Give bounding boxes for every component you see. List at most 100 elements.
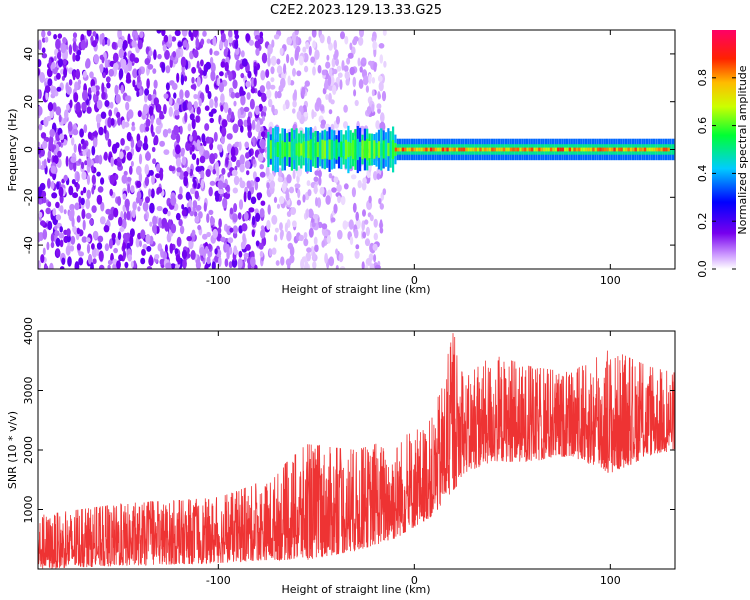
spectrogram-cell [100, 177, 105, 185]
spectrogram-cell [68, 44, 73, 55]
spectrogram-cell [147, 94, 153, 101]
spectrogram-band-inner [382, 140, 385, 159]
spectrogram-cell [44, 265, 49, 269]
spectrogram-core [615, 147, 618, 152]
spectrogram-cell [232, 123, 239, 134]
spectrogram-cell [368, 195, 372, 204]
spectrogram-cell [50, 241, 55, 249]
spectrogram-cell [144, 176, 150, 187]
spectrogram-cell [351, 187, 356, 198]
spectrogram-cell [137, 74, 141, 83]
spectrogram-cell [289, 254, 295, 264]
spectrogram-cell [376, 103, 382, 110]
spectrogram-cell [247, 130, 252, 139]
spectrogram-cell [260, 110, 267, 118]
spectrogram-cell [336, 184, 342, 193]
spectrogram-cell [206, 231, 212, 238]
spectrogram-cell [375, 120, 380, 130]
spectrogram-band-inner [377, 141, 381, 158]
spectrogram-cell [38, 198, 43, 205]
spectrogram-cell [72, 192, 79, 199]
spectrogram-cell [162, 207, 168, 215]
spectrogram-core [470, 147, 473, 152]
spectrogram-cell [143, 213, 147, 221]
spectrogram-cell [217, 227, 222, 235]
spectrogram-cell [57, 150, 62, 158]
spectrogram-cell [301, 86, 306, 96]
spectrogram-cell [313, 236, 318, 246]
spectrogram-core [620, 147, 623, 152]
spectrogram-core [458, 147, 461, 152]
spectrogram-cell [161, 30, 166, 37]
spectrogram-cell [220, 93, 225, 104]
spectrogram-cell [92, 258, 97, 265]
spectrogram-cell [343, 65, 349, 73]
spectrogram-cell [160, 248, 164, 258]
snr-panel: -100 0 100 1000 2000 3000 4000 Height of strai… [6, 317, 676, 596]
spectrogram-cell [86, 30, 92, 37]
spectrogram-cell [260, 131, 266, 138]
spectrogram-cell [339, 79, 343, 90]
spectrogram-cell [286, 211, 292, 217]
spectrogram-cell [335, 248, 339, 255]
spectrogram-core [425, 147, 428, 152]
spectrogram-cell [101, 56, 105, 64]
spectrogram-cell [240, 72, 245, 79]
spectrogram-cell [340, 195, 346, 206]
spectrogram-cell [379, 54, 384, 64]
spectrogram-cell [73, 92, 79, 103]
spectrogram-cell [279, 47, 284, 56]
spectrogram-cell [183, 175, 189, 187]
spectrogram-cell [38, 232, 41, 243]
spectrogram-cell [339, 266, 346, 269]
spectrogram-cell [85, 198, 91, 210]
spectrogram-cell [363, 75, 369, 86]
spectrogram-cell [80, 190, 84, 196]
spectrogram-cell [267, 56, 271, 67]
spectrogram-cell [138, 68, 142, 76]
spectrogram-cell [139, 31, 144, 39]
spectrogram-cell [101, 38, 106, 47]
spectrogram-cell [273, 234, 278, 242]
spectrogram-core [575, 147, 578, 152]
spectrogram-core [528, 147, 531, 152]
spectrogram-cell [113, 247, 118, 254]
spectrogram-cell [126, 151, 133, 161]
spectrogram-core [430, 147, 433, 152]
spectrogram-cell [278, 196, 285, 204]
spectrogram-cell [52, 208, 57, 217]
spectrogram-cell [47, 102, 54, 112]
spectrogram-core [566, 147, 569, 152]
spectrogram-cell [48, 139, 53, 151]
spectrogram-core [662, 147, 665, 152]
spectrogram-cell [148, 105, 154, 116]
spectrogram-cell [276, 203, 281, 209]
spectrogram-cell [218, 144, 223, 153]
spectrogram-cell [202, 30, 207, 37]
spectrogram-cell [259, 31, 264, 38]
spectrogram-band-inner [302, 141, 305, 158]
spectrogram-cell [343, 104, 348, 113]
spectrogram-cell [298, 234, 304, 242]
spectrogram-cell [169, 166, 176, 172]
spectrogram-cell [287, 263, 291, 269]
spectrogram-cell [180, 56, 187, 68]
spectrogram-cell [270, 66, 275, 75]
spectrogram-cell [178, 170, 185, 180]
spectrogram-cell [163, 34, 169, 43]
spectrogram-cell [223, 48, 228, 57]
spectrogram-band-inner [387, 142, 390, 157]
spectrogram-cell [362, 177, 367, 185]
spectrogram-cell [175, 212, 181, 221]
spectrogram-cell [103, 125, 107, 134]
spectrogram-core [594, 147, 597, 152]
spectrogram-cell [76, 227, 81, 235]
spectrogram-cell [296, 166, 303, 177]
spectrogram-cell [38, 68, 41, 76]
spectrogram-cell [189, 211, 194, 217]
spectrogram-band-inner [321, 139, 324, 160]
y-tick-label: 1000 [22, 496, 35, 524]
spectrogram-cell [82, 186, 87, 194]
spectrogram-band-inner [300, 143, 303, 156]
